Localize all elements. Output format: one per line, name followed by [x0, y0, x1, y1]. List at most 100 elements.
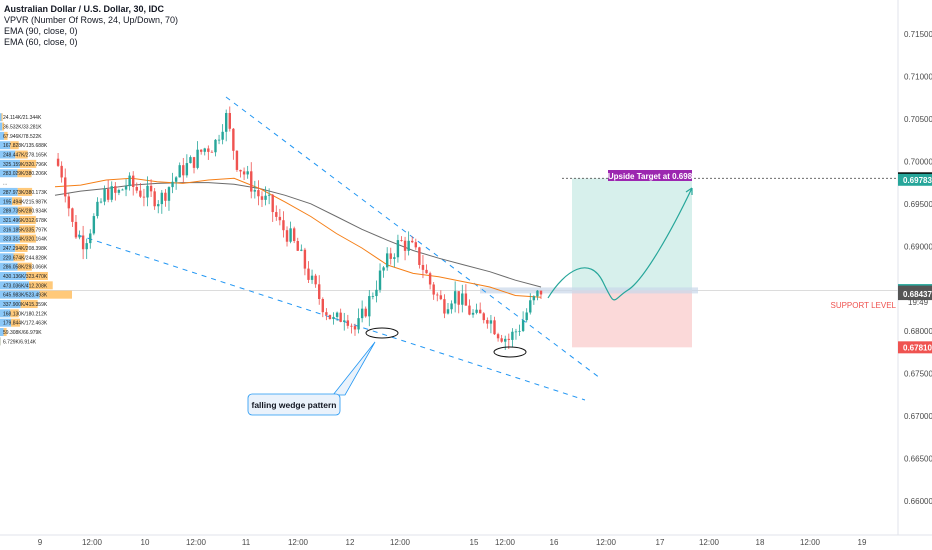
- candle-body: [278, 216, 282, 221]
- vp-label: 67.946K/78.522K: [3, 134, 42, 140]
- candle-body: [478, 309, 482, 314]
- candle-body: [121, 189, 124, 191]
- candle-body: [393, 257, 396, 259]
- x-tick-label: 12:00: [596, 538, 617, 547]
- candle-body: [368, 296, 371, 317]
- candle-body: [160, 192, 164, 205]
- vp-label: 283.029K/380.206K: [3, 171, 48, 177]
- vp-label: 59.308K/66.979K: [3, 330, 42, 336]
- candle-body: [56, 158, 60, 166]
- candle-body: [514, 331, 518, 333]
- price-tag: [898, 173, 932, 186]
- indicator-ema90[interactable]: EMA (90, close, 0): [4, 26, 78, 36]
- price-tag: [898, 341, 932, 354]
- x-tick-label: 9: [38, 538, 43, 547]
- vp-bar-down: [28, 281, 53, 290]
- candle-body: [346, 320, 350, 326]
- candle-body: [532, 296, 536, 301]
- x-tick-label: 19: [858, 538, 867, 547]
- candle-body: [199, 149, 203, 152]
- candle-body: [74, 221, 78, 238]
- candle-body: [518, 330, 521, 332]
- low-marker-1: [365, 327, 399, 339]
- y-tick-label: 0.69500: [904, 200, 932, 209]
- candle-body: [225, 113, 228, 132]
- vp-bar-up: [0, 328, 4, 337]
- candle-body: [500, 338, 503, 342]
- x-tick-label: 12:00: [390, 538, 411, 547]
- vp-label: 6.729K/6.914K: [3, 339, 37, 345]
- chart-legend: Australian Dollar / U.S. Dollar, 30, IDC…: [4, 4, 178, 48]
- vp-label: 167.828K/135.688K: [3, 143, 48, 149]
- candle-body: [239, 169, 242, 172]
- vp-label: 286.058K/293.066K: [3, 265, 48, 271]
- indicator-vpvr[interactable]: VPVR (Number Of Rows, 24, Up/Down, 70): [4, 15, 179, 25]
- vp-bar-up: [0, 234, 20, 243]
- vp-bar-up: [0, 187, 18, 196]
- vp-bar-down: [13, 253, 25, 262]
- y-tick-label: 0.67500: [904, 370, 932, 379]
- vp-label: 473.036K/412.208K: [3, 283, 48, 289]
- candle-body: [475, 309, 478, 313]
- candle-body: [453, 291, 457, 304]
- candle-body: [235, 150, 239, 170]
- x-tick-label: 15: [470, 538, 479, 547]
- candle-body: [250, 171, 253, 192]
- candle-body: [310, 275, 314, 280]
- x-tick-label: 18: [756, 538, 765, 547]
- vp-label: 220.674K/244.828K: [3, 255, 48, 261]
- target-zone: [572, 178, 692, 291]
- vp-bar-up: [0, 309, 11, 318]
- price-axis-bg: [898, 0, 932, 550]
- candle-body: [511, 331, 514, 340]
- vp-bar-down: [11, 197, 22, 206]
- candle-body: [135, 186, 138, 191]
- candle-body: [300, 249, 303, 251]
- candle-body: [139, 190, 142, 197]
- candle-body: [264, 195, 267, 200]
- candle-body: [446, 309, 450, 314]
- candle-body: [167, 187, 171, 201]
- y-tick-label: 0.69000: [904, 242, 932, 251]
- vp-bar-up: [0, 150, 16, 159]
- candle-body: [421, 264, 425, 270]
- candle-body: [217, 139, 221, 141]
- vp-bar-up: [0, 271, 27, 280]
- candle-body: [210, 151, 214, 153]
- x-tick-label: 12:00: [82, 538, 103, 547]
- y-tick-label: 0.71500: [904, 30, 932, 39]
- vp-bar-up: [0, 122, 3, 131]
- candle-body: [493, 320, 496, 335]
- indicator-ema60[interactable]: EMA (60, close, 0): [4, 37, 78, 47]
- candle-body: [114, 186, 117, 193]
- candle-body: [106, 189, 110, 200]
- candle-body: [110, 186, 113, 200]
- candle-body: [196, 149, 199, 168]
- symbol-title[interactable]: Australian Dollar / U.S. Dollar, 30, IDC: [4, 4, 165, 14]
- vp-bar-down: [19, 159, 37, 168]
- vp-bar-down: [17, 206, 33, 215]
- candle-body: [71, 208, 74, 222]
- pattern-label: falling wedge pattern: [251, 400, 336, 410]
- candle-body: [378, 270, 382, 290]
- vp-bar-down: [4, 131, 8, 140]
- vp-bar-down: [11, 318, 21, 327]
- candle-body: [149, 185, 153, 192]
- vp-bar-down: [19, 225, 36, 234]
- vp-bar-up: [0, 225, 20, 234]
- candle-body: [207, 148, 210, 152]
- candle-body: [425, 269, 428, 274]
- candle-body: [418, 247, 421, 265]
- vp-label: 247.294K/208.398K: [3, 246, 48, 252]
- vp-label: 289.735K/280.934K: [3, 209, 48, 215]
- vp-bar-down: [2, 122, 5, 131]
- vp-label: 287.973K/380.173K: [3, 190, 48, 196]
- callout-box: [247, 393, 341, 416]
- vp-bar-up: [0, 290, 40, 299]
- candle-body: [203, 148, 206, 152]
- candle-body: [185, 163, 189, 176]
- candle-body: [411, 240, 414, 243]
- low-marker-2: [493, 346, 527, 358]
- candle-body: [486, 320, 489, 324]
